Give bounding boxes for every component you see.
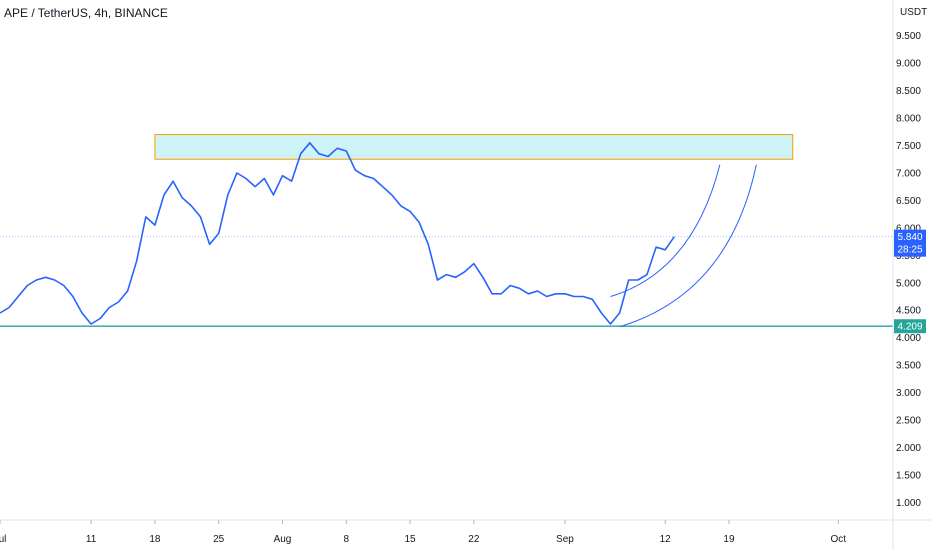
y-tick-label: 1.000 — [896, 498, 921, 509]
y-axis-unit: USDT — [900, 7, 927, 18]
x-tick-label: 22 — [468, 534, 480, 545]
y-tick-label: 1.500 — [896, 470, 921, 481]
y-tick-label: 7.500 — [896, 141, 921, 152]
projection-arc[interactable] — [610, 164, 721, 297]
plot-area[interactable] — [0, 134, 893, 328]
x-tick-label: Aug — [274, 534, 292, 545]
current-price-label-bg — [894, 229, 926, 257]
support-price-label-bg — [894, 319, 926, 334]
x-tick-label: 12 — [660, 534, 672, 545]
chart-title: APE / TetherUS, 4h, BINANCE — [4, 6, 168, 20]
x-tick-label: 8 — [343, 534, 349, 545]
y-tick-label: 9.500 — [896, 31, 921, 42]
y-tick-label: 5.000 — [896, 278, 921, 289]
time-axis[interactable]: Jul 11 18 25 Aug 8 15 22 Sep 12 19 Oct — [0, 519, 932, 545]
x-tick-label: 18 — [149, 534, 161, 545]
y-tick-label: 6.500 — [896, 196, 921, 207]
support-price-label-text: 4.209 — [897, 322, 922, 333]
y-tick-label: 2.000 — [896, 443, 921, 454]
countdown-label-text: 28:25 — [897, 245, 922, 256]
x-tick-label: Jul — [0, 534, 6, 545]
y-tick-label: 8.000 — [896, 114, 921, 125]
y-tick-label: 3.500 — [896, 361, 921, 372]
y-tick-label: 4.000 — [896, 333, 921, 344]
price-axis[interactable]: USDT1.0001.5002.0002.5003.0003.5004.0004… — [892, 0, 927, 550]
x-tick-label: 15 — [404, 534, 416, 545]
y-tick-label: 2.500 — [896, 416, 921, 427]
resistance-zone[interactable] — [154, 134, 794, 160]
y-tick-label: 6.000 — [896, 223, 921, 234]
current-price-label-text: 5.840 — [897, 232, 922, 243]
projection-arc[interactable] — [619, 164, 757, 328]
price-series-line[interactable] — [0, 142, 675, 325]
x-tick-label: 11 — [86, 534, 97, 545]
x-tick-label: Oct — [831, 534, 847, 545]
y-tick-label: 3.000 — [896, 388, 921, 399]
support-price-label: 4.209 — [894, 319, 926, 334]
y-tick-label: 4.500 — [896, 306, 921, 317]
x-tick-label: Sep — [556, 534, 574, 545]
x-tick-label: 25 — [213, 534, 225, 545]
x-tick-label: 19 — [723, 534, 735, 545]
y-tick-label: 8.500 — [896, 86, 921, 97]
y-tick-label: 7.000 — [896, 168, 921, 179]
current-price-label: 5.840 28:25 — [894, 229, 926, 257]
y-tick-label: 9.000 — [896, 59, 921, 70]
